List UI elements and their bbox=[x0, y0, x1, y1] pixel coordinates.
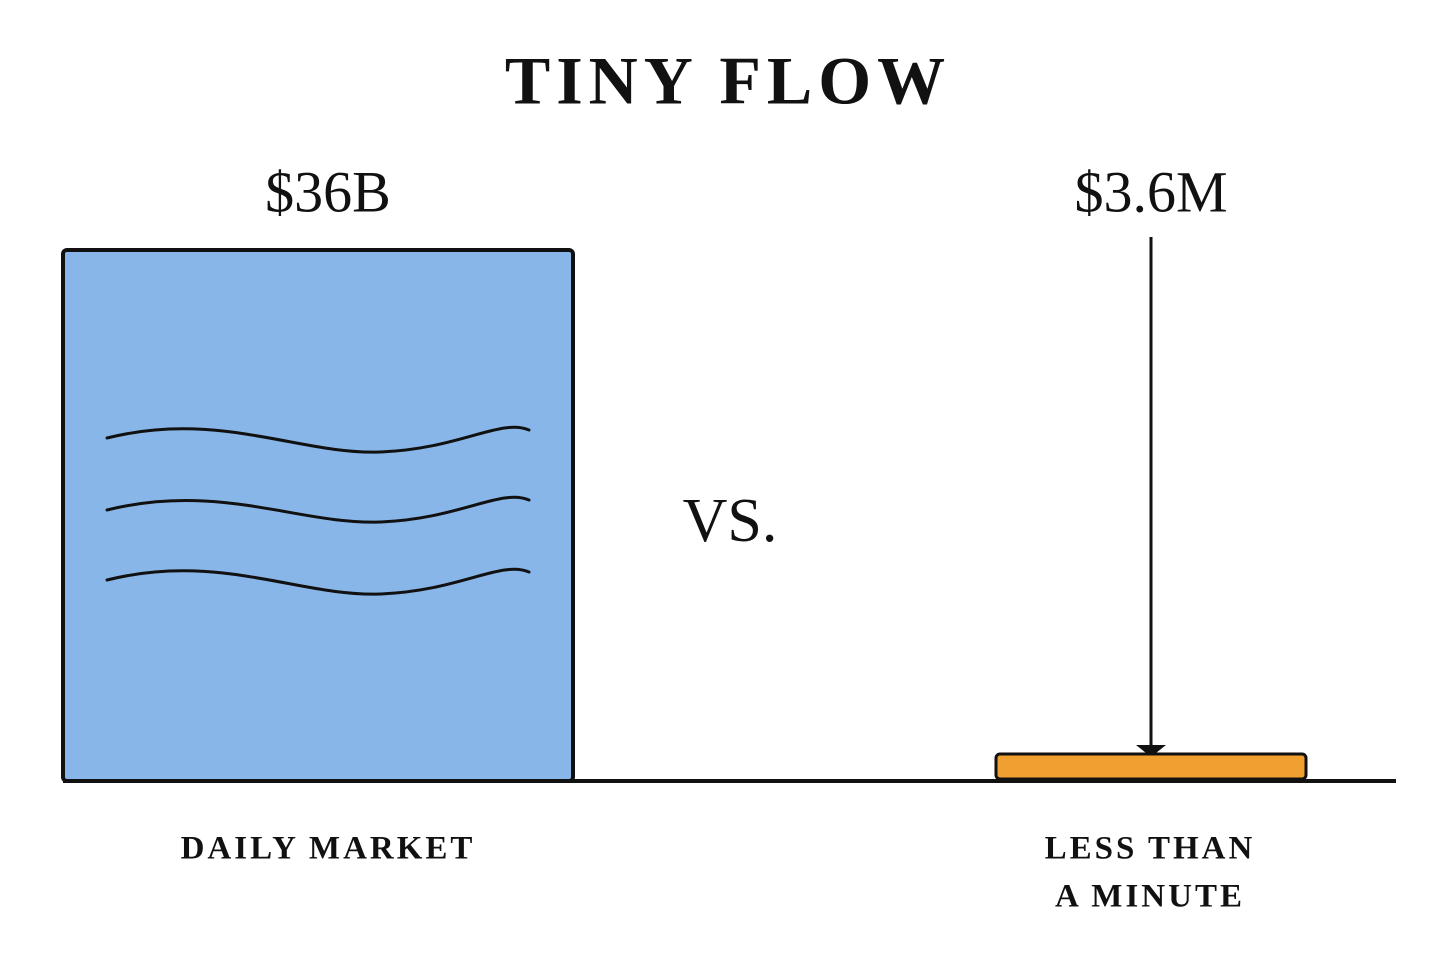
separator: VS. bbox=[683, 487, 778, 555]
right-value: $3.6M bbox=[1074, 159, 1227, 224]
wave bbox=[105, 425, 531, 454]
large-tank bbox=[61, 248, 575, 783]
waves bbox=[105, 425, 531, 596]
left-label: DAILY MARKET bbox=[181, 831, 476, 867]
wave bbox=[105, 495, 531, 524]
right-label-line: A MINUTE bbox=[1055, 879, 1245, 915]
wave bbox=[105, 567, 531, 596]
right-label-line: LESS THAN bbox=[1045, 831, 1256, 867]
small-flow bbox=[994, 752, 1308, 781]
pointer-head bbox=[1136, 745, 1166, 757]
title: TINY FLOW bbox=[505, 43, 951, 119]
left-value: $36B bbox=[265, 159, 391, 224]
